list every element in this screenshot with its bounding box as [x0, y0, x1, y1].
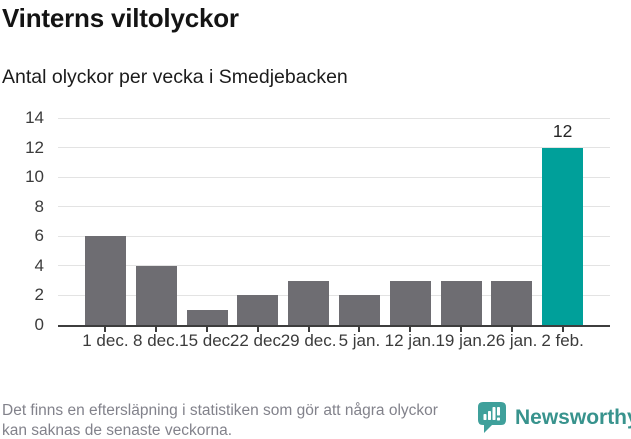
bar — [491, 280, 533, 325]
chart-title: Vinterns viltolyckor — [2, 3, 239, 33]
newsworthy-wordmark: Newsworthy — [515, 406, 631, 429]
gridline — [58, 147, 610, 149]
y-axis-label: 8 — [34, 196, 44, 216]
bar — [186, 310, 228, 325]
x-axis-label: 5 jan. — [338, 331, 381, 350]
axis-tick — [104, 327, 107, 332]
y-axis-label: 0 — [34, 315, 44, 334]
y-axis-label: 2 — [34, 285, 44, 305]
bar — [288, 280, 330, 325]
x-axis-label: 19 jan. — [435, 331, 487, 350]
x-axis-label: 26 jan. — [486, 331, 538, 350]
y-axis-label: 12 — [25, 137, 44, 157]
bar — [440, 280, 482, 325]
axis-tick — [307, 327, 310, 332]
x-axis-label: 8 dec. — [133, 331, 180, 350]
bar-highlight — [542, 147, 584, 325]
gridline — [58, 265, 610, 267]
axis-tick — [206, 327, 208, 332]
bar-value-label: 12 — [552, 120, 573, 141]
x-axis-label: 22 dec. — [229, 331, 286, 350]
newsworthy-icon — [478, 402, 506, 433]
bar — [237, 295, 279, 325]
x-axis-label: 12 jan. — [384, 331, 436, 350]
y-axis-label: 10 — [25, 167, 44, 187]
x-axis-label: 2 feb. — [541, 331, 584, 350]
newsworthy-logo: Newsworthy — [477, 401, 631, 435]
x-axis-label: 1 dec. — [82, 331, 129, 350]
gridline — [58, 117, 610, 119]
gridline — [58, 206, 610, 208]
bar — [338, 295, 380, 325]
gridline — [58, 294, 610, 296]
axis-tick — [256, 327, 259, 332]
axis-tick — [460, 327, 462, 332]
bar — [389, 280, 431, 325]
chart-subtitle: Antal olyckor per vecka i Smedjebacken — [2, 66, 348, 88]
axis-tick — [358, 327, 361, 332]
gridline — [58, 176, 610, 178]
chart-footnote: Det finns en eftersläpning i statistiken… — [2, 402, 438, 439]
axis-tick — [510, 327, 513, 332]
gridline — [58, 235, 610, 237]
x-axis-label: 15 dec. — [179, 331, 235, 350]
y-axis-label: 4 — [34, 255, 44, 275]
axis-tick — [155, 327, 158, 332]
x-axis-label: 29 dec. — [280, 331, 337, 350]
bar — [135, 265, 177, 325]
bar — [84, 236, 126, 325]
y-axis-label: 6 — [34, 226, 44, 246]
axis-tick — [409, 327, 412, 332]
x-axis-line — [58, 325, 610, 327]
y-axis-label: 14 — [25, 108, 44, 127]
axis-tick — [561, 327, 564, 332]
